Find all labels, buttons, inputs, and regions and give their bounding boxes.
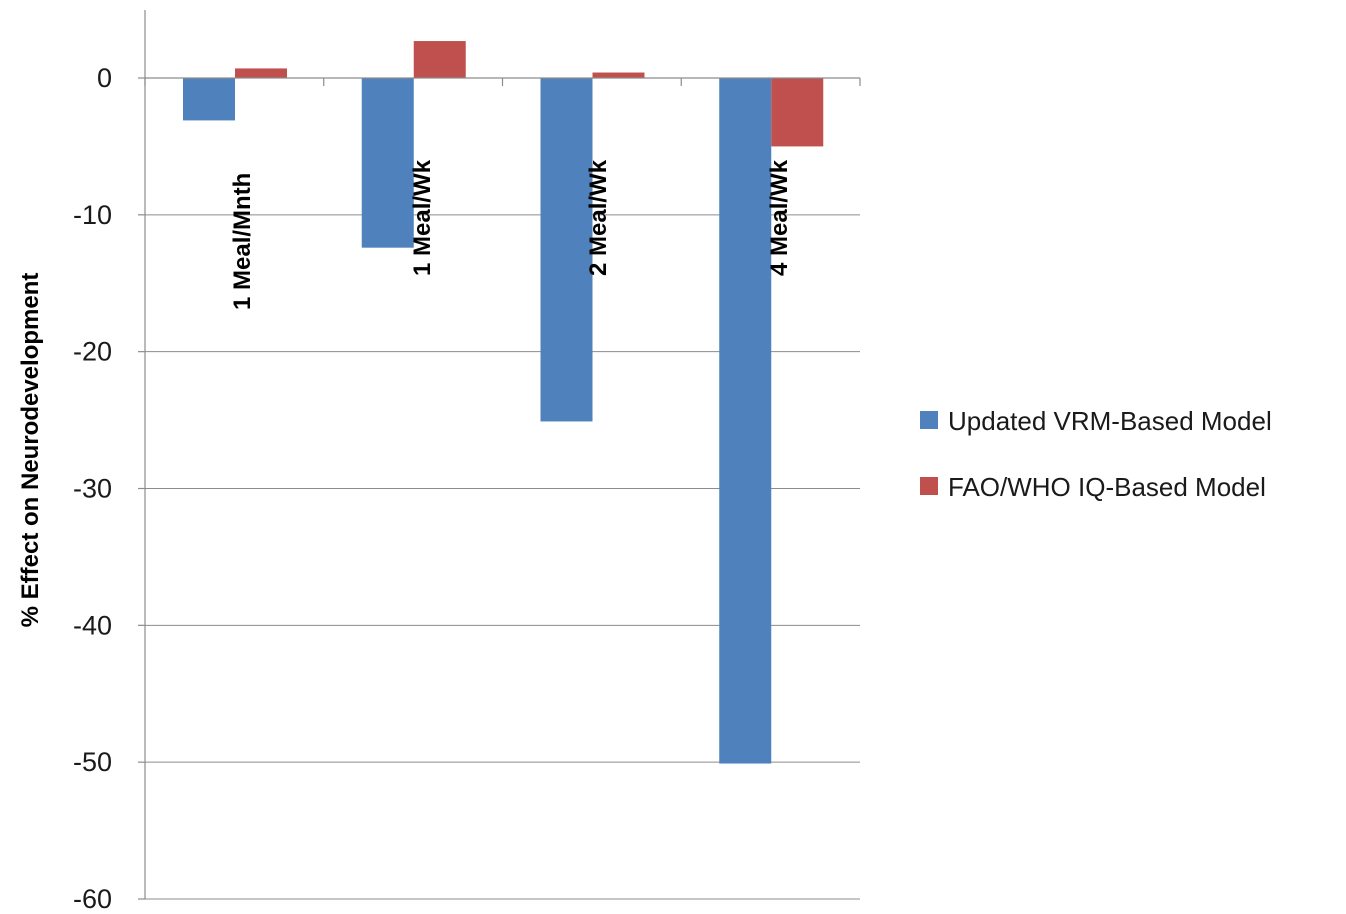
bar <box>413 41 466 78</box>
axes <box>138 10 861 900</box>
bar <box>183 78 235 121</box>
y-tick-label: -50 <box>73 747 112 777</box>
bar <box>719 78 772 764</box>
legend-label: FAO/WHO IQ-Based Model <box>948 472 1266 502</box>
bar <box>540 78 593 422</box>
legend-label: Updated VRM-Based Model <box>948 406 1272 436</box>
y-tick-label: -20 <box>73 337 112 367</box>
legend: Updated VRM-Based Model FAO/WHO IQ-Based … <box>920 406 1272 502</box>
y-tick-labels: 0 -10 -20 -30 -40 -50 -60 <box>73 63 112 914</box>
y-tick-label: -30 <box>73 474 112 504</box>
y-tick-label: -40 <box>73 610 112 640</box>
bars <box>183 41 824 764</box>
category-label: 4 Meal/Wk <box>766 159 793 276</box>
category-label: 2 Meal/Wk <box>585 159 612 276</box>
bar <box>592 72 645 78</box>
y-tick-label: 0 <box>97 63 112 93</box>
bar <box>361 78 414 248</box>
category-label: 1 Meal/Wk <box>409 159 436 276</box>
y-tick-label: -60 <box>73 884 112 914</box>
legend-swatch <box>920 477 938 495</box>
legend-swatch <box>920 411 938 429</box>
category-label: 1 Meal/Mnth <box>229 173 256 310</box>
y-tick-label: -10 <box>73 200 112 230</box>
y-axis-title: % Effect on Neurodevelopment <box>17 273 44 628</box>
bar <box>235 68 287 78</box>
category-labels: 1 Meal/Mnth 1 Meal/Wk 2 Meal/Wk 4 Meal/Wk <box>229 159 793 310</box>
bar <box>771 78 824 147</box>
